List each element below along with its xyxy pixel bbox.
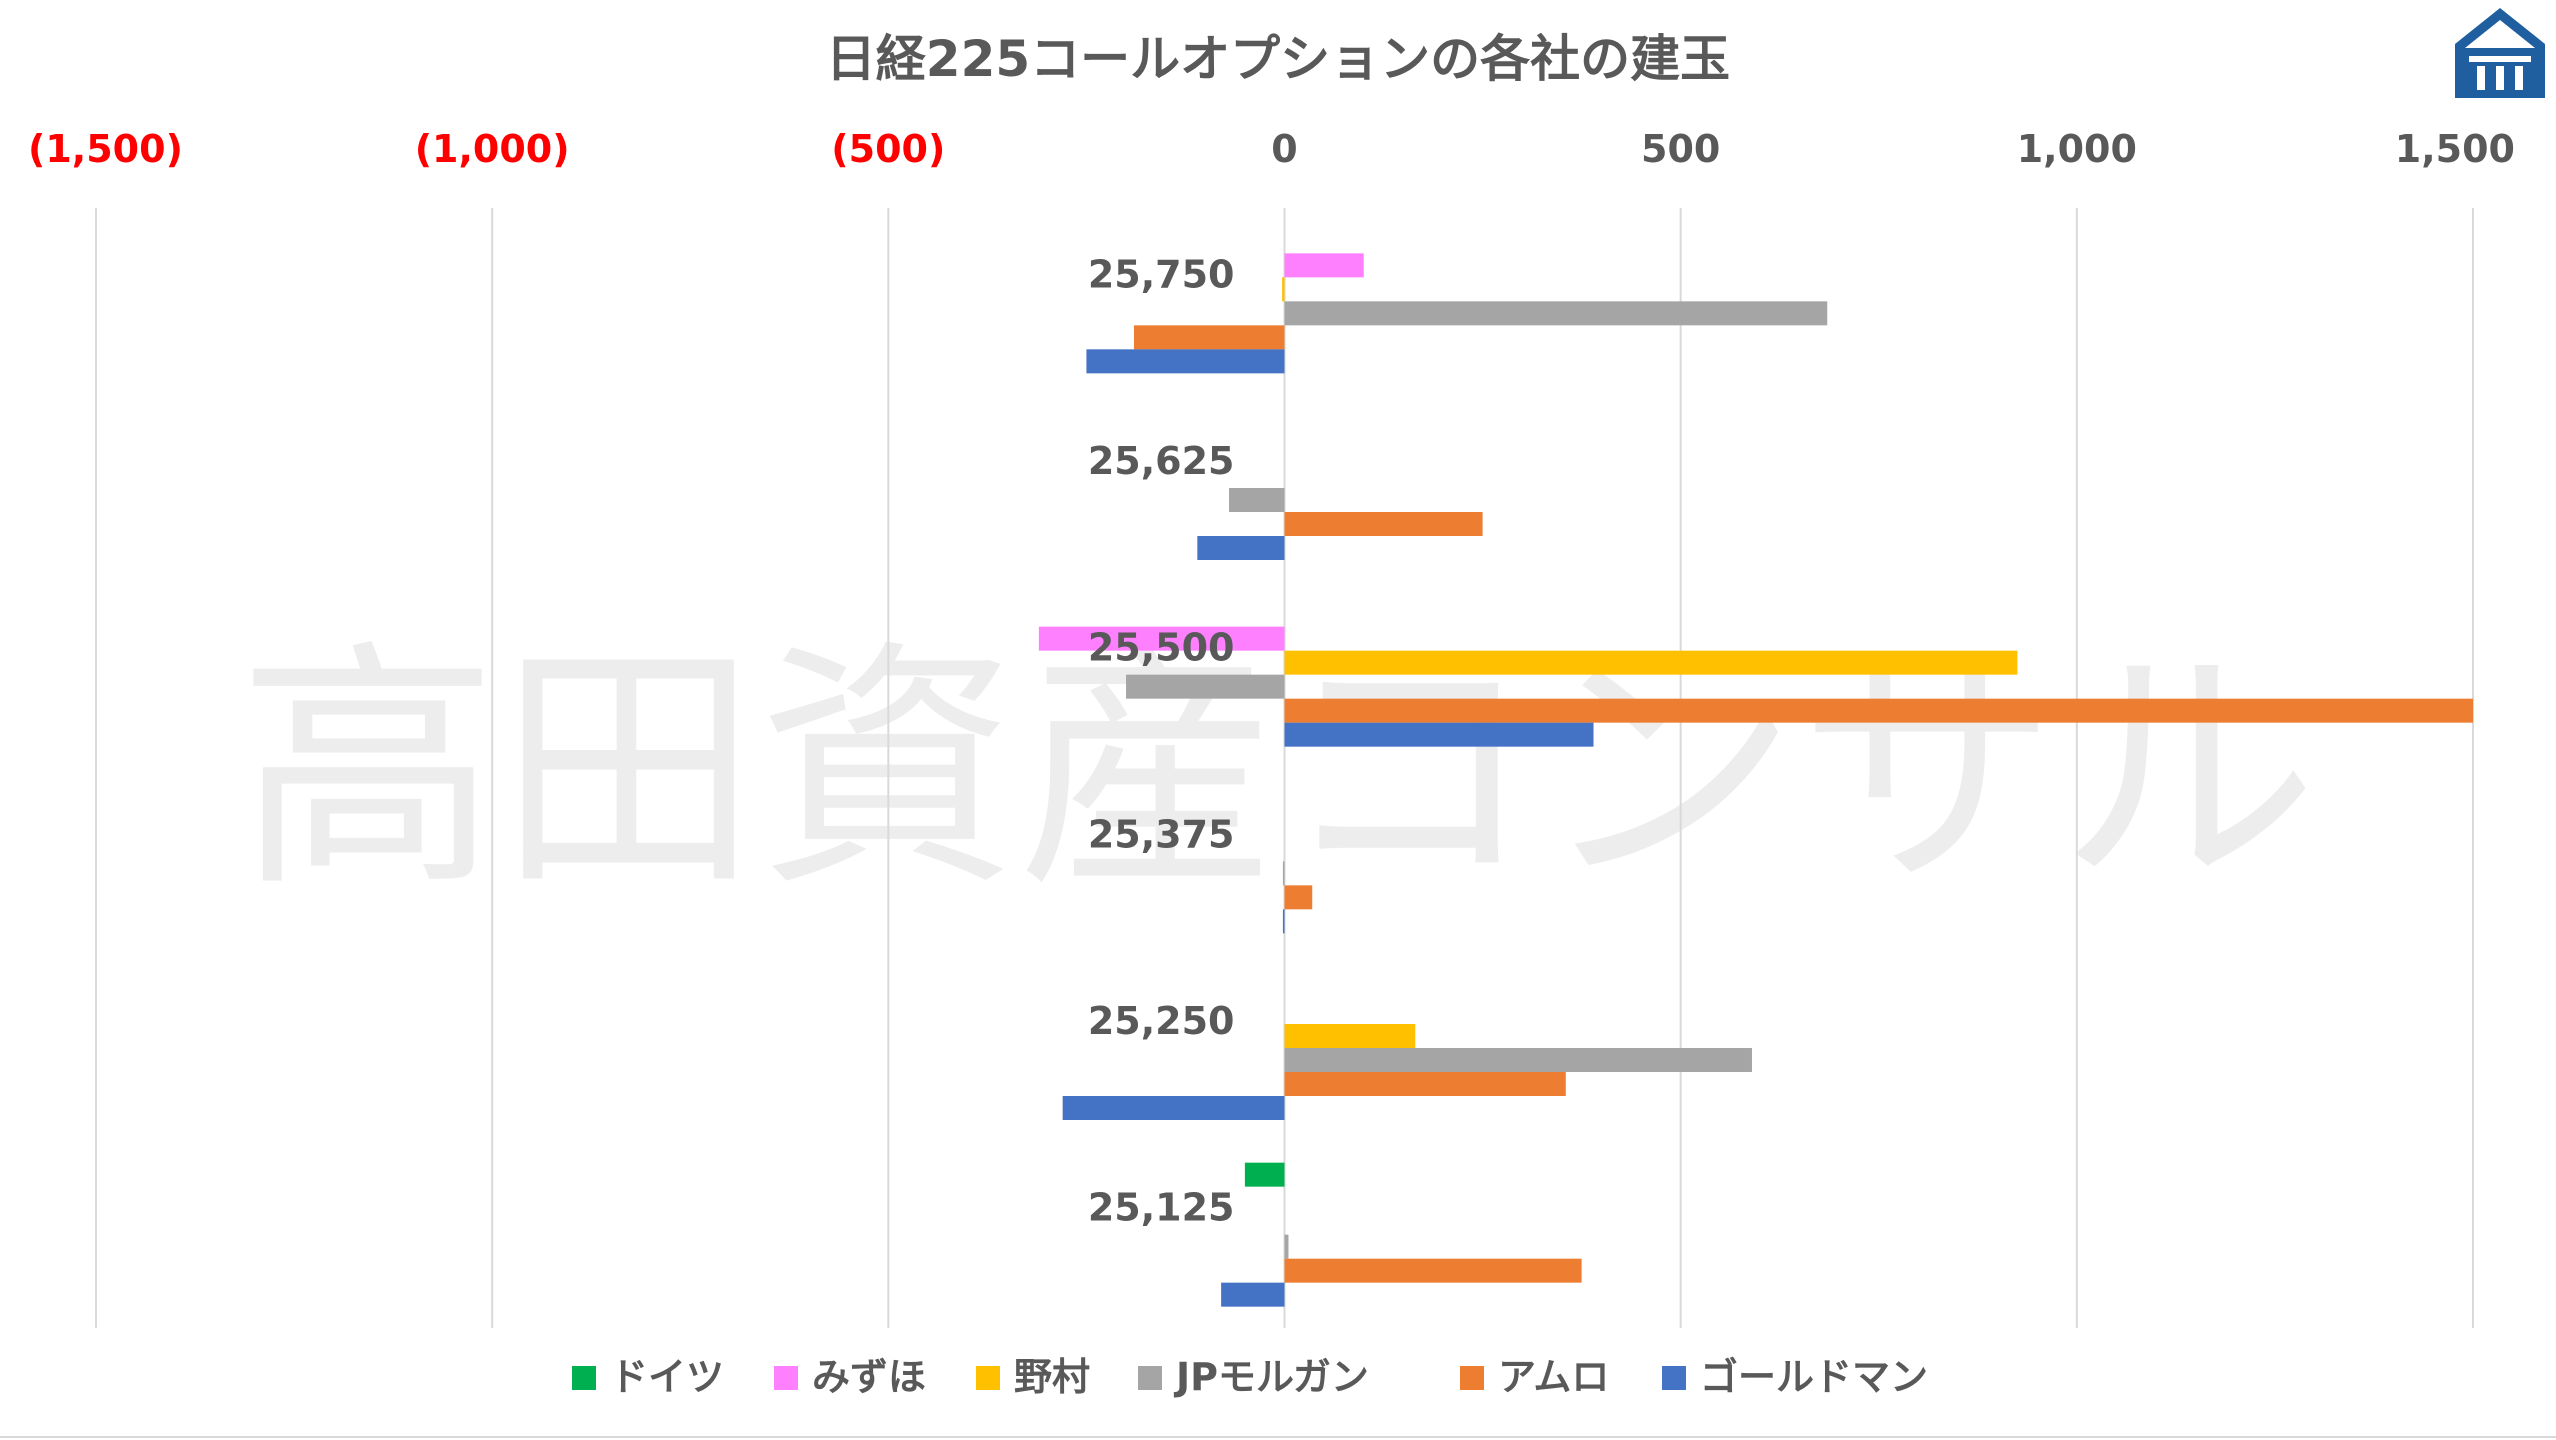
x-tick-label: (1,000) bbox=[415, 127, 570, 171]
chart-title: 日経225コールオプションの各社の建玉 bbox=[826, 30, 1730, 88]
category-label: 25,125 bbox=[1088, 1186, 1235, 1230]
bar bbox=[1221, 1282, 1285, 1307]
category-label: 25,750 bbox=[1088, 252, 1235, 296]
legend-label: みずほ bbox=[812, 1355, 926, 1399]
category-label: 25,625 bbox=[1088, 439, 1235, 483]
bar bbox=[1284, 698, 2473, 723]
bar bbox=[1229, 488, 1285, 512]
x-tick-label: 500 bbox=[1641, 127, 1720, 171]
x-tick-label: 0 bbox=[1271, 127, 1297, 171]
category-label: 25,375 bbox=[1088, 812, 1235, 856]
legend-label: ドイツ bbox=[610, 1355, 724, 1399]
bar bbox=[1197, 536, 1285, 560]
bar bbox=[1284, 512, 1483, 536]
category-label: 25,250 bbox=[1088, 999, 1235, 1043]
x-tick-label: 1,000 bbox=[2017, 127, 2137, 171]
legend-swatch bbox=[976, 1366, 1000, 1390]
legend-swatch bbox=[1460, 1366, 1484, 1390]
bar bbox=[1284, 650, 2018, 675]
x-tick-label: (1,500) bbox=[28, 127, 183, 171]
bar bbox=[1284, 301, 1828, 326]
legend-label: 野村 bbox=[1014, 1355, 1090, 1399]
company-logo bbox=[2455, 8, 2545, 98]
legend-swatch bbox=[1662, 1366, 1686, 1390]
bar bbox=[1284, 722, 1594, 747]
bar bbox=[1284, 1234, 1289, 1259]
bar bbox=[1244, 1162, 1285, 1187]
bar bbox=[1126, 674, 1285, 699]
bar bbox=[1282, 861, 1285, 886]
legend-swatch bbox=[1138, 1366, 1162, 1390]
bar bbox=[1062, 1096, 1285, 1120]
bar bbox=[1282, 909, 1285, 934]
bar bbox=[1284, 1072, 1566, 1096]
x-tick-label: (500) bbox=[831, 127, 945, 171]
legend-swatch bbox=[572, 1366, 596, 1390]
bar bbox=[1282, 277, 1285, 302]
legend-swatch bbox=[774, 1366, 798, 1390]
legend-label: アムロ bbox=[1498, 1355, 1609, 1399]
x-tick-label: 1,500 bbox=[2395, 127, 2515, 171]
bar bbox=[1284, 885, 1313, 910]
bar bbox=[1038, 626, 1285, 651]
bar bbox=[1133, 325, 1285, 350]
bar bbox=[1284, 1024, 1416, 1048]
bar bbox=[1284, 1258, 1582, 1283]
category-label: 25,500 bbox=[1088, 626, 1235, 670]
legend-label: ゴールドマン bbox=[1700, 1355, 1928, 1399]
bar bbox=[1284, 1048, 1752, 1072]
bar bbox=[1284, 253, 1364, 278]
legend-label: JPモルガン bbox=[1173, 1355, 1369, 1399]
bar bbox=[1086, 349, 1285, 374]
